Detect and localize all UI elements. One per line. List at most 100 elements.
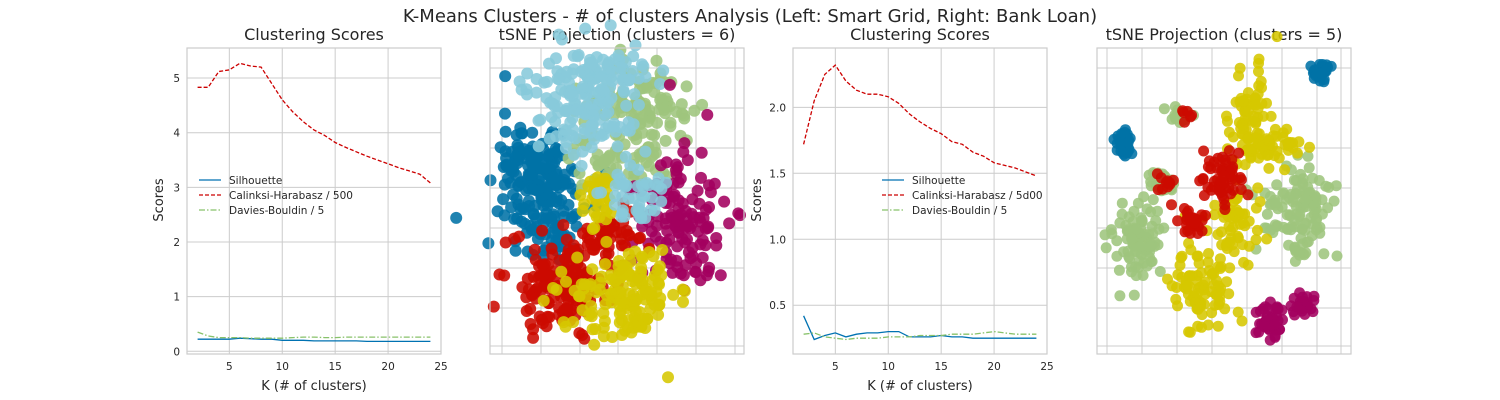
scatter-point bbox=[1214, 285, 1226, 297]
scatter-point bbox=[494, 141, 507, 154]
legend-entry: Calinksi-Harabasz / 5d00 bbox=[912, 190, 1043, 202]
scatter-point bbox=[1198, 298, 1210, 310]
series-line bbox=[197, 62, 431, 184]
y-tick-label: 1 bbox=[173, 292, 180, 304]
scatter-point bbox=[1271, 179, 1283, 191]
scatter-point bbox=[512, 180, 525, 192]
scatter-point bbox=[1135, 248, 1147, 260]
scatter-point bbox=[605, 273, 618, 286]
scatter-point bbox=[564, 89, 577, 102]
scatter-point bbox=[1254, 196, 1266, 208]
scatter-point bbox=[1322, 202, 1334, 214]
scatter-point bbox=[573, 290, 586, 303]
scatter-point bbox=[732, 207, 745, 220]
x-tick-label: 10 bbox=[882, 361, 895, 373]
scatter-point bbox=[530, 73, 543, 85]
scatter-point bbox=[597, 307, 610, 320]
legend-entry: Silhouette bbox=[229, 175, 282, 187]
scatter-point bbox=[1303, 162, 1315, 174]
scatter-point bbox=[1226, 154, 1238, 166]
scatter-point bbox=[535, 162, 548, 175]
scatter-point bbox=[663, 78, 676, 91]
panel-1-frame bbox=[186, 47, 442, 355]
scatter-point bbox=[623, 74, 636, 86]
scatter-point bbox=[595, 270, 608, 283]
scatter-point bbox=[544, 96, 557, 109]
scatter-point bbox=[1206, 307, 1218, 319]
scatter-point bbox=[657, 64, 670, 77]
scatter-point bbox=[1223, 288, 1235, 300]
scatter-point bbox=[613, 307, 626, 320]
scatter-point bbox=[537, 199, 550, 212]
scatter-point bbox=[1233, 70, 1244, 82]
scatter-point bbox=[678, 109, 691, 122]
scatter-point bbox=[1227, 131, 1239, 143]
scatter-point bbox=[1137, 270, 1149, 281]
scatter-point bbox=[606, 75, 619, 88]
scatter-point bbox=[1250, 234, 1262, 246]
scatter-point bbox=[586, 223, 599, 235]
scatter-point bbox=[1128, 205, 1140, 217]
scatter-point bbox=[696, 251, 709, 264]
scatter-point bbox=[600, 213, 613, 226]
scatter-point bbox=[1166, 113, 1178, 125]
scatter-point bbox=[609, 179, 622, 192]
scatter-point bbox=[550, 130, 563, 143]
scatter-point bbox=[1271, 302, 1283, 314]
scatter-point bbox=[615, 239, 628, 252]
scatter-point bbox=[499, 125, 512, 138]
scatter-point bbox=[622, 228, 635, 241]
scatter-point bbox=[1330, 180, 1342, 192]
scatter-point bbox=[571, 251, 584, 264]
scatter-point bbox=[1158, 103, 1170, 115]
scatter-point bbox=[630, 133, 643, 146]
series-line bbox=[197, 331, 431, 339]
scatter-point bbox=[701, 108, 714, 121]
scatter-point bbox=[536, 259, 549, 272]
panel-1-ylabel: Scores bbox=[152, 178, 167, 221]
scatter-point bbox=[1300, 218, 1311, 230]
scatter-point bbox=[1176, 250, 1188, 262]
scatter-point bbox=[560, 233, 573, 246]
scatter-point bbox=[1233, 147, 1245, 159]
x-tick-label: 25 bbox=[434, 361, 447, 373]
scatter-point bbox=[635, 250, 648, 263]
scatter-point bbox=[579, 22, 592, 35]
scatter-point bbox=[611, 168, 624, 181]
scatter-point bbox=[680, 80, 693, 93]
scatter-point bbox=[655, 182, 668, 195]
scatter-point bbox=[1302, 150, 1314, 162]
scatter-point bbox=[1115, 145, 1127, 157]
scatter-point bbox=[1226, 163, 1238, 175]
scatter-point bbox=[662, 371, 674, 384]
scatter-point bbox=[1205, 184, 1217, 196]
scatter-point bbox=[578, 198, 591, 211]
series-line bbox=[802, 64, 1037, 177]
scatter-point bbox=[678, 285, 691, 297]
scatter-point bbox=[679, 221, 692, 234]
scatter-point bbox=[608, 198, 621, 211]
scatter-point bbox=[1239, 159, 1251, 171]
scatter-point bbox=[1237, 217, 1249, 229]
figure-title: K-Means Clusters - # of clusters Analysi… bbox=[403, 6, 1097, 27]
scatter-point bbox=[560, 65, 573, 78]
scatter-point bbox=[583, 309, 596, 322]
scatter-point bbox=[1289, 309, 1301, 321]
x-tick-label: 15 bbox=[934, 361, 947, 373]
scatter-point bbox=[663, 233, 676, 246]
scatter-point bbox=[592, 199, 605, 212]
scatter-point bbox=[659, 134, 672, 147]
scatter-point bbox=[1261, 208, 1273, 220]
scatter-point bbox=[602, 120, 615, 133]
scatter-point bbox=[1252, 182, 1264, 194]
scatter-point bbox=[1184, 326, 1196, 338]
scatter-point bbox=[623, 287, 636, 300]
scatter-point bbox=[688, 104, 701, 117]
scatter-point bbox=[664, 120, 677, 133]
scatter-point bbox=[1214, 253, 1226, 265]
scatter-point bbox=[1145, 206, 1157, 218]
scatter-point bbox=[629, 39, 642, 52]
x-tick-label: 25 bbox=[1040, 361, 1053, 373]
scatter-point bbox=[450, 211, 463, 224]
scatter-point bbox=[585, 300, 598, 313]
